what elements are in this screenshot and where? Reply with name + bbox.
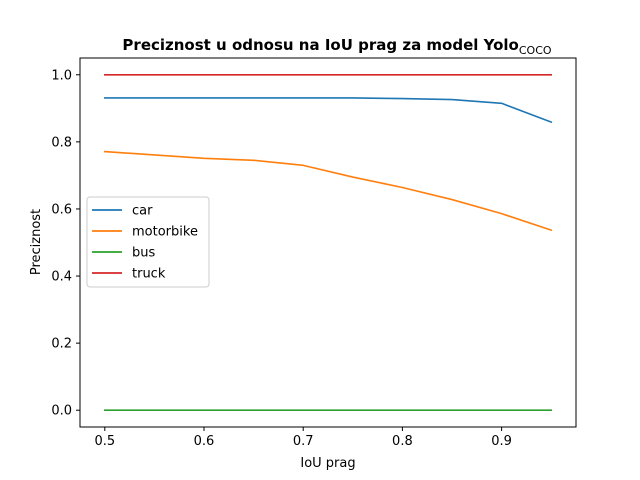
x-tick-label: 0.5 [94,434,115,449]
chart-title-subscript: COCO [519,44,552,57]
chart-title-main: Preciznost u odnosu na IoU prag za model… [122,36,518,54]
legend-box [86,196,210,288]
y-tick-label: 0.6 [51,202,72,217]
legend-label-car: car [132,204,153,219]
series-line-car [104,97,553,124]
y-tick-label: 1.0 [51,68,72,83]
series-line-motorbike [103,150,553,232]
x-tick-label: 0.6 [194,434,215,449]
x-tick-label: 0.7 [293,434,314,449]
series-layer [103,73,553,412]
y-tick-label: 0.2 [51,337,72,352]
y-axis-ticks: 0.0 0.2 0.4 0.6 0.8 1.0 [51,68,80,419]
x-axis-ticks: 0.5 0.6 0.7 0.8 0.9 [94,427,512,449]
x-axis-label: IoU prag [300,456,355,471]
chart-title: Preciznost u odnosu na IoU prag za model… [122,36,551,57]
legend-label-motorbike: motorbike [132,225,198,240]
y-tick-label: 0.8 [51,135,72,150]
y-tick-label: 0.0 [51,404,72,419]
x-tick-label: 0.9 [491,434,512,449]
legend-label-bus: bus [132,246,155,261]
plot-area-frame [79,57,577,428]
x-tick-label: 0.8 [392,434,413,449]
legend-items: car motorbike bus truck [92,204,198,282]
legend: car motorbike bus truck [86,196,210,288]
y-tick-label: 0.4 [51,270,72,285]
legend-label-truck: truck [132,267,166,282]
y-axis-label: Preciznost [29,209,44,275]
